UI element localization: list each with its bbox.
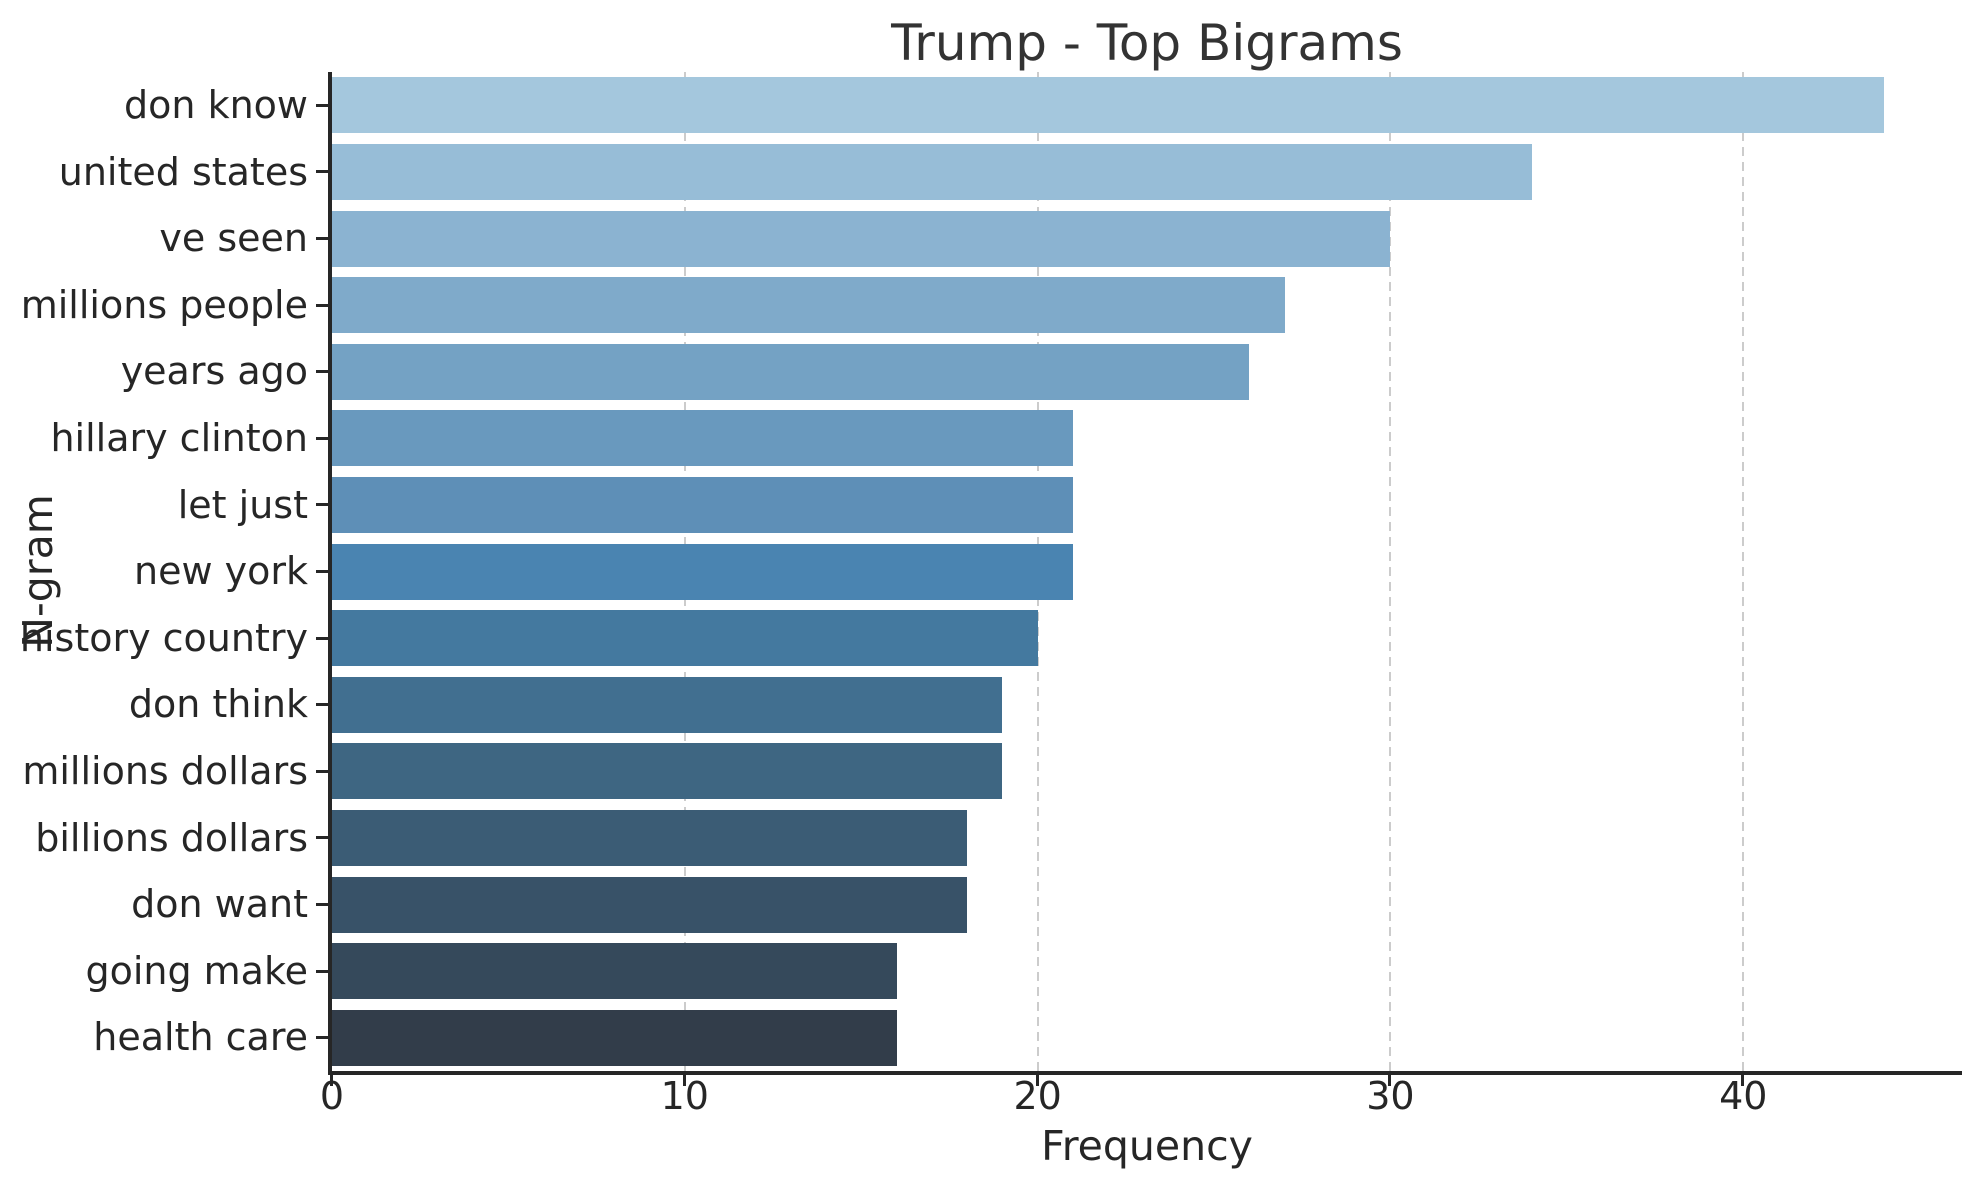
x-tick-mark-20 (1035, 1075, 1039, 1086)
y-tick-mark (316, 903, 328, 906)
x-tick-label-30: 30 (1366, 1074, 1415, 1118)
x-tick-mark-40 (1741, 1075, 1745, 1086)
x-tick-label-40: 40 (1719, 1074, 1768, 1118)
bar-health-care (332, 1009, 897, 1066)
bar-don-know (332, 77, 1885, 134)
chart-title: Trump - Top Bigrams (891, 14, 1403, 72)
gridline-x-30 (1389, 72, 1392, 1071)
y-tick-label-billions-dollars: billions dollars (35, 815, 308, 860)
y-tick-label-millions-dollars: millions dollars (22, 749, 308, 793)
y-tick-mark (316, 570, 328, 573)
x-axis-label: Frequency (1041, 1122, 1253, 1170)
bar-millions-dollars (332, 743, 1003, 800)
y-tick-label-new-york: new york (134, 549, 308, 594)
y-tick-label-years-ago: years ago (120, 349, 308, 394)
y-tick-mark (316, 703, 328, 707)
x-tick-label-0: 0 (319, 1074, 345, 1118)
bar-years-ago (332, 343, 1250, 400)
y-tick-mark (316, 1036, 328, 1040)
y-tick-mark (316, 969, 328, 973)
y-tick-mark (316, 836, 328, 840)
y-tick-label-millions-people: millions people (20, 282, 308, 327)
y-tick-label-hillary-clinton: hillary clinton (50, 416, 308, 460)
y-tick-label-don-know: don know (124, 83, 308, 127)
plot-area (332, 72, 1962, 1071)
bar-don-think (332, 676, 1003, 733)
y-tick-label-united-states: united states (58, 149, 308, 194)
y-tick-mark (316, 103, 328, 107)
bar-don-want (332, 876, 968, 933)
y-tick-label-don-want: don want (131, 882, 308, 927)
y-tick-label-ve-seen: ve seen (159, 216, 308, 261)
bar-billions-dollars (332, 809, 968, 866)
y-tick-mark (316, 370, 328, 374)
bar-going-make (332, 943, 897, 1000)
x-tick-label-10: 10 (660, 1074, 709, 1118)
bar-history-country (332, 610, 1038, 667)
bar-hillary-clinton (332, 410, 1073, 467)
y-tick-mark (316, 237, 328, 240)
gridline-x-40 (1742, 72, 1745, 1071)
y-tick-mark (316, 769, 328, 773)
y-tick-mark (316, 436, 328, 440)
x-tick-mark-0 (330, 1075, 333, 1086)
bar-united-states (332, 143, 1532, 200)
y-tick-mark (316, 170, 328, 174)
y-tick-label-health-care: health care (93, 1015, 308, 1060)
bar-let-just (332, 476, 1073, 533)
bar-millions-people (332, 277, 1285, 334)
y-tick-mark (316, 503, 328, 507)
y-tick-label-going-make: going make (85, 948, 308, 993)
y-tick-label-don-think: don think (128, 682, 308, 727)
bar-ve-seen (332, 210, 1391, 267)
y-tick-mark (316, 636, 328, 640)
y-tick-mark (316, 303, 328, 307)
y-tick-label-history-country: history country (19, 615, 308, 660)
plot-axes-spines (328, 72, 1962, 1075)
x-tick-label-20: 20 (1013, 1074, 1062, 1118)
y-tick-label-let-just: let just (177, 482, 308, 527)
x-tick-mark-10 (682, 1075, 686, 1086)
bar-new-york (332, 543, 1073, 600)
x-tick-mark-30 (1388, 1075, 1392, 1086)
